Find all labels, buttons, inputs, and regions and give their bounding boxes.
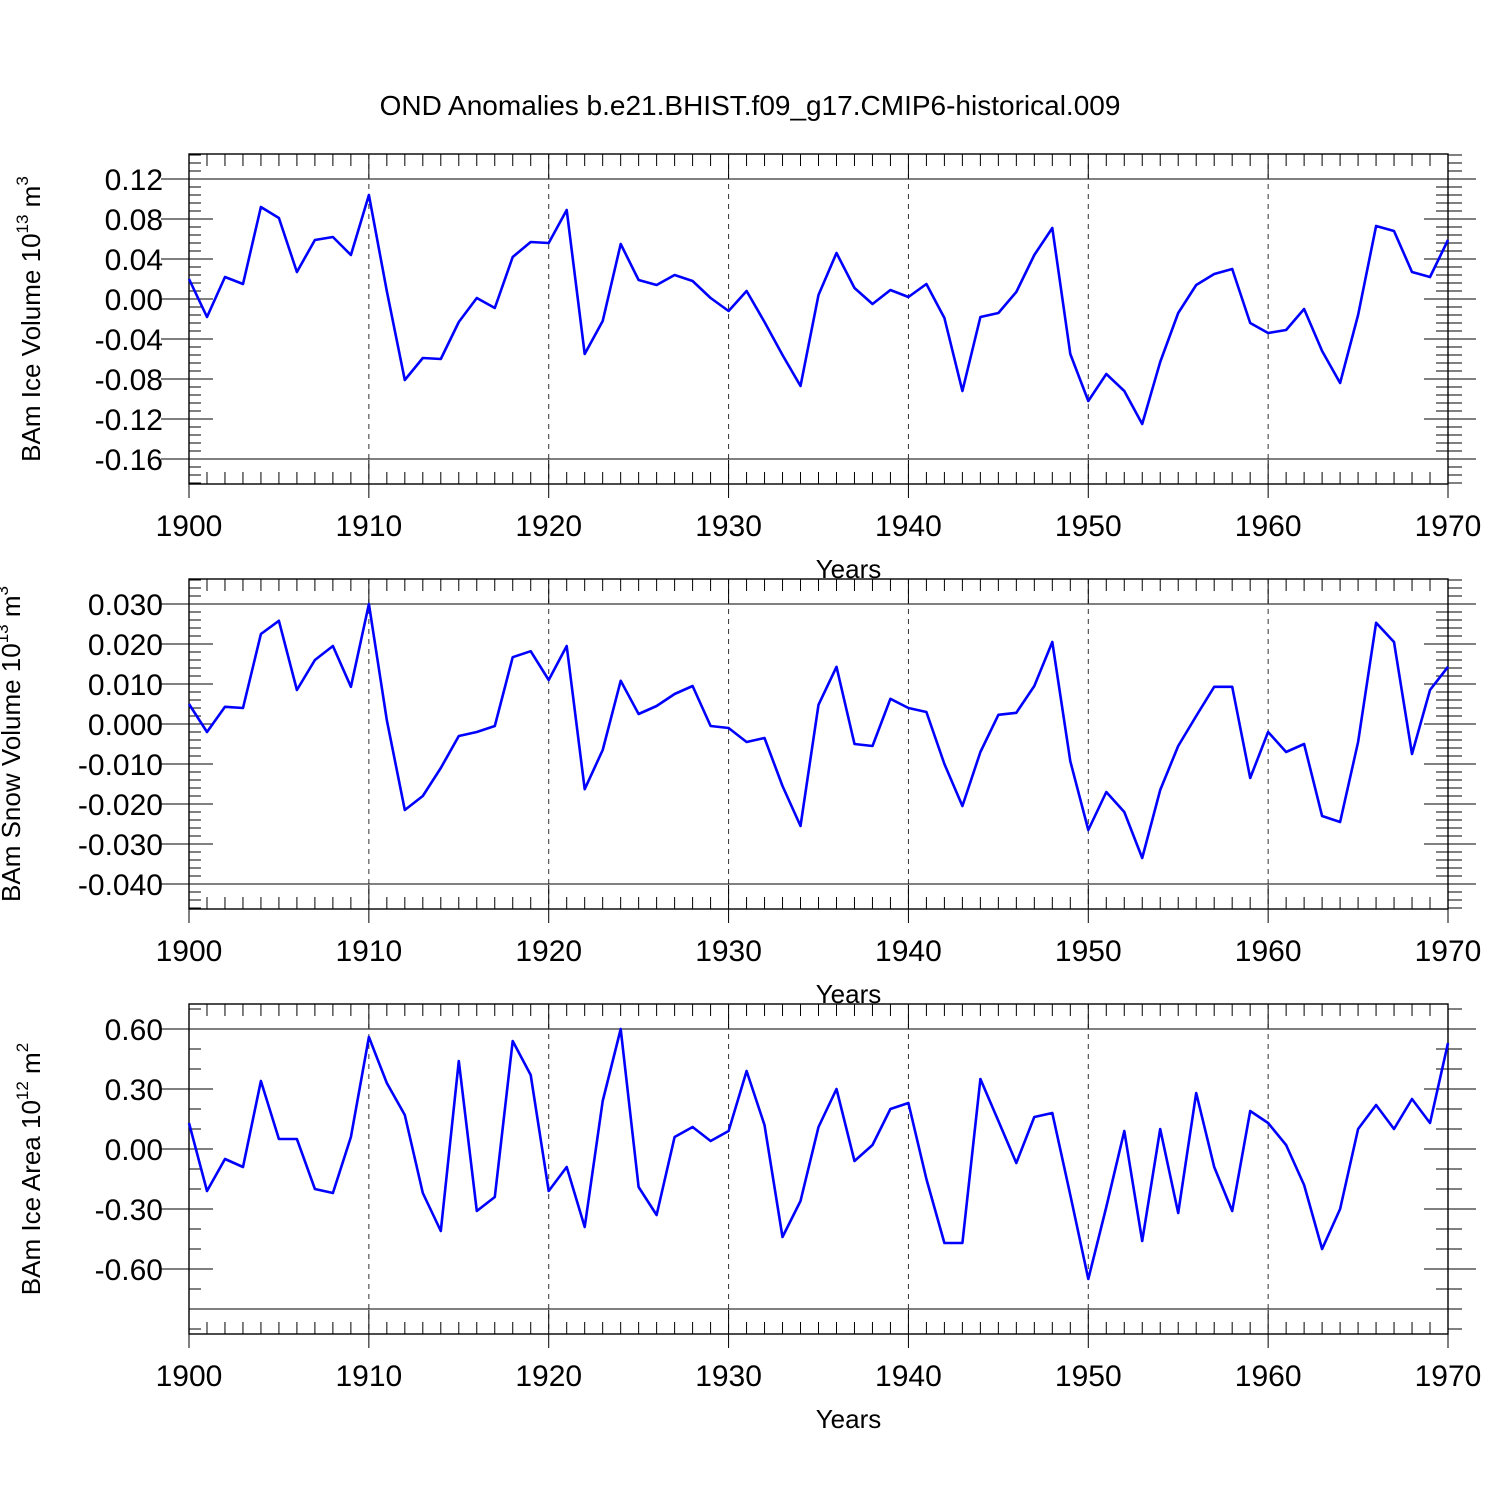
chart-panels: 1900 1910 1920 1930 1940 1950 1960 1970 0.12 0.08… (0, 153, 1482, 1434)
x-tick-label: 1910 (335, 1360, 402, 1393)
x-tick-label: 1960 (1235, 935, 1302, 968)
y-tick-label: 0.30 (105, 1074, 163, 1107)
x-tick-label: 1920 (515, 1360, 582, 1393)
x-axis-title: Years (816, 1404, 882, 1434)
y-tick-label: 0.08 (105, 204, 163, 237)
x-tick-label: 1930 (695, 935, 762, 968)
x-tick-label: 1950 (1055, 510, 1122, 543)
y-tick-label: -0.010 (78, 749, 163, 782)
y-tick-label: 0.00 (105, 284, 163, 317)
x-tick-label: 1970 (1415, 510, 1482, 543)
x-tick-label: 1900 (156, 510, 223, 543)
x-tick-label: 1900 (156, 1360, 223, 1393)
series-line-snow-volume (187, 602, 1450, 860)
y-tick-label: -0.020 (78, 789, 163, 822)
x-tick-label: 1940 (875, 935, 942, 968)
series-line-ice-volume (187, 193, 1450, 426)
plot-frame (188, 578, 1449, 910)
y-tick-label: -0.12 (95, 404, 163, 437)
y-tick-label: 0.000 (88, 709, 163, 742)
y-tick-label: 0.030 (88, 589, 163, 622)
plot-frame (188, 153, 1449, 485)
x-tick-label: 1920 (515, 935, 582, 968)
x-tick-label: 1960 (1235, 510, 1302, 543)
plot-frame (188, 1003, 1449, 1335)
x-tick-label: 1930 (695, 1360, 762, 1393)
y-tick-label: -0.60 (95, 1254, 163, 1287)
x-tick-label: 1940 (875, 510, 942, 543)
series-line-ice-area (187, 1027, 1450, 1281)
x-tick-label: 1970 (1415, 1360, 1482, 1393)
y-axis-title: BAm Snow Volume 1013 m3 (0, 586, 26, 902)
y-tick-label: 0.12 (105, 164, 163, 197)
panel-ice-volume: 1900 1910 1920 1930 1940 1950 1960 1970 0.12 0.08… (13, 153, 1482, 584)
x-tick-label: 1920 (515, 510, 582, 543)
x-tick-label: 1930 (695, 510, 762, 543)
y-tick-label: -0.04 (95, 324, 163, 357)
x-tick-label: 1950 (1055, 935, 1122, 968)
x-tick-label: 1900 (156, 935, 223, 968)
panel-ice-area: 1900 1910 1920 1930 1940 1950 1960 1970 0.60 0.30… (13, 1003, 1482, 1434)
figure-title: OND Anomalies b.e21.BHIST.f09_g17.CMIP6-… (380, 90, 1121, 121)
y-tick-label: 0.60 (105, 1014, 163, 1047)
x-tick-label: 1960 (1235, 1360, 1302, 1393)
x-tick-label: 1910 (335, 935, 402, 968)
x-tick-label: 1970 (1415, 935, 1482, 968)
x-tick-label: 1940 (875, 1360, 942, 1393)
y-axis-title: BAm Ice Area 1012 m2 (13, 1043, 46, 1295)
y-axis-title: BAm Ice Volume 1013 m3 (13, 176, 46, 462)
y-tick-label: -0.30 (95, 1194, 163, 1227)
y-tick-label: 0.010 (88, 669, 163, 702)
y-tick-label: -0.030 (78, 829, 163, 862)
x-tick-label: 1910 (335, 510, 402, 543)
y-tick-label: -0.040 (78, 869, 163, 902)
y-tick-label: 0.020 (88, 629, 163, 662)
y-tick-label: -0.16 (95, 444, 163, 477)
x-tick-label: 1950 (1055, 1360, 1122, 1393)
y-tick-label: 0.04 (105, 244, 163, 277)
y-tick-label: 0.00 (105, 1134, 163, 1167)
panel-snow-volume: 1900 1910 1920 1930 1940 1950 1960 1970 0.030 0.0… (0, 578, 1482, 1009)
y-tick-label: -0.08 (95, 364, 163, 397)
